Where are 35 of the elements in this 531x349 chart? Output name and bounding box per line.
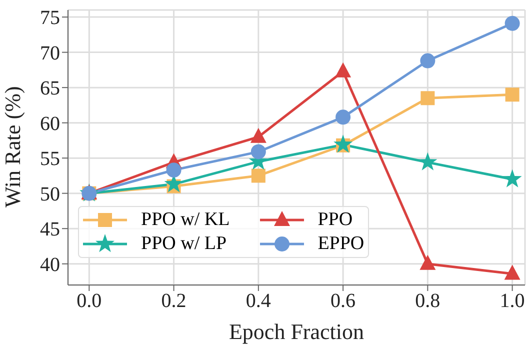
- point: [336, 110, 351, 125]
- y-tick-label: 45: [40, 218, 60, 241]
- y-tick-label: 60: [40, 112, 60, 135]
- x-tick-label: 0.8: [415, 290, 440, 312]
- legend-label: PPO: [318, 209, 353, 231]
- point: [420, 254, 436, 270]
- point: [334, 134, 353, 153]
- x-tick-label: 0.2: [161, 290, 186, 312]
- point: [251, 168, 266, 183]
- point: [418, 152, 438, 170]
- y-tick-label: 65: [40, 78, 60, 100]
- y-tick-label: 75: [40, 7, 60, 30]
- legend-label: EPPO: [318, 233, 364, 255]
- point: [166, 162, 182, 178]
- legend-label: PPO w/ KL: [141, 209, 230, 231]
- x-tick-label: 0.4: [246, 290, 271, 312]
- x-axis-title: Epoch Fraction: [228, 319, 364, 344]
- point: [420, 91, 435, 106]
- point: [420, 53, 436, 68]
- point: [250, 144, 266, 160]
- point: [504, 264, 520, 280]
- y-tick-label: 40: [40, 254, 60, 276]
- point: [505, 88, 520, 102]
- point: [504, 16, 520, 31]
- y-tick-label: 55: [40, 148, 60, 170]
- point: [335, 62, 352, 78]
- point: [502, 169, 522, 188]
- legend-label: PPO w/ LP: [141, 233, 227, 255]
- y-tick-label: 50: [40, 183, 60, 206]
- x-tick-label: 0.0: [76, 290, 102, 312]
- y-axis-title: Win Rate (%): [0, 86, 25, 208]
- point: [250, 128, 266, 143]
- y-tick-label: 70: [40, 42, 60, 64]
- x-tick-label: 1.0: [500, 290, 525, 312]
- x-tick-label: 0.6: [330, 290, 356, 312]
